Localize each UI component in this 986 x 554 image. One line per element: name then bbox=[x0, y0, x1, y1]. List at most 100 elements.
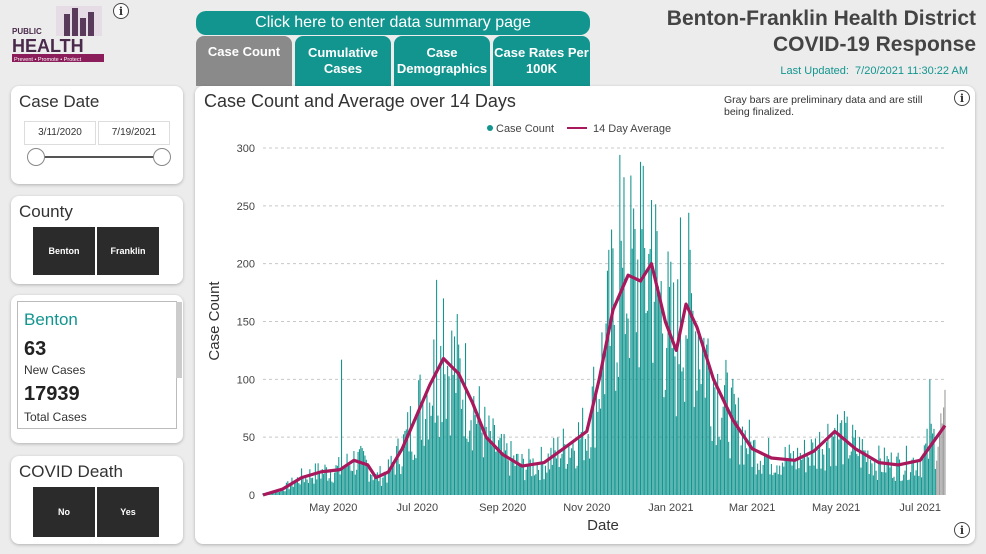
chart-footer-info-icon[interactable]: i bbox=[954, 522, 970, 538]
death-no-button[interactable]: No bbox=[33, 487, 95, 537]
case-count-bar bbox=[427, 439, 429, 495]
case-count-bar bbox=[817, 449, 819, 495]
case-count-bar bbox=[510, 441, 512, 495]
case-count-bar bbox=[518, 464, 520, 495]
y-tick-label: 100 bbox=[237, 374, 255, 386]
case-count-bar bbox=[703, 337, 705, 495]
case-count-bar bbox=[551, 464, 553, 495]
tab-case-count[interactable]: Case Count bbox=[196, 36, 292, 86]
case-count-bar bbox=[910, 472, 912, 495]
case-count-bar bbox=[770, 463, 772, 495]
county-title: County bbox=[19, 202, 73, 221]
case-count-bar bbox=[451, 330, 453, 495]
death-yes-button[interactable]: Yes bbox=[97, 487, 159, 537]
case-count-bar bbox=[441, 422, 443, 495]
case-count-bar bbox=[357, 451, 359, 495]
case-count-bar bbox=[524, 480, 526, 495]
case-count-bar bbox=[644, 248, 646, 495]
info-icon[interactable]: i bbox=[113, 3, 129, 19]
date-slider-track[interactable] bbox=[35, 156, 163, 158]
case-count-bar bbox=[562, 428, 564, 495]
case-count-bar bbox=[797, 447, 799, 495]
case-count-bar bbox=[591, 386, 593, 495]
case-count-bar bbox=[853, 437, 855, 495]
case-count-bar bbox=[528, 448, 530, 495]
y-tick-label: 250 bbox=[237, 201, 255, 213]
case-count-bar bbox=[566, 463, 569, 495]
start-date-input[interactable]: 3/11/2020 bbox=[24, 121, 96, 145]
date-slider-start-handle[interactable] bbox=[27, 148, 45, 166]
case-count-bar bbox=[933, 428, 935, 495]
case-count-bar bbox=[328, 478, 330, 495]
county-benton-button[interactable]: Benton bbox=[33, 227, 95, 275]
case-count-bar bbox=[586, 450, 588, 495]
case-count-bar bbox=[339, 474, 341, 495]
case-count-bar bbox=[543, 479, 545, 495]
date-slider-end-handle[interactable] bbox=[153, 148, 171, 166]
tab-case-rates[interactable]: Case Rates Per 100K bbox=[493, 36, 590, 86]
case-count-bar bbox=[316, 479, 318, 495]
case-count-bar bbox=[693, 406, 695, 495]
case-count-bar bbox=[846, 416, 848, 495]
case-count-bar bbox=[544, 465, 546, 495]
case-count-bar bbox=[894, 480, 896, 495]
chart-info-icon[interactable]: i bbox=[954, 90, 970, 106]
case-count-bar bbox=[390, 455, 392, 495]
case-count-bar bbox=[412, 459, 414, 495]
case-count-bar bbox=[806, 454, 808, 495]
chart-title: Case Count and Average over 14 Days bbox=[204, 91, 516, 111]
case-count-bar bbox=[515, 453, 518, 495]
case-count-bar bbox=[929, 379, 931, 495]
case-count-bar bbox=[529, 459, 531, 495]
case-count-bar bbox=[307, 482, 309, 495]
case-count-bar bbox=[743, 464, 745, 495]
case-count-bar bbox=[605, 323, 607, 495]
case-count-bar bbox=[892, 477, 894, 495]
case-date-filter: Case Date 3/11/2020 7/19/2021 bbox=[11, 86, 183, 184]
case-count-bar bbox=[291, 477, 293, 495]
case-count-bar bbox=[857, 456, 859, 495]
case-count-bar bbox=[809, 465, 811, 495]
case-count-bar bbox=[295, 480, 297, 495]
last-updated: Last Updated: 7/20/2021 11:30:22 AM bbox=[780, 65, 968, 77]
case-count-bar bbox=[504, 450, 507, 495]
case-count-bar bbox=[496, 448, 498, 495]
county-franklin-button[interactable]: Franklin bbox=[97, 227, 159, 275]
case-count-bar bbox=[456, 314, 458, 495]
tab-case-demographics[interactable]: Case Demographics bbox=[394, 36, 490, 86]
case-count-bar bbox=[579, 439, 581, 495]
case-count-bar bbox=[498, 440, 500, 495]
case-count-bar bbox=[442, 298, 445, 495]
case-count-bar bbox=[416, 410, 418, 495]
case-count-bar bbox=[790, 453, 792, 495]
x-axis-label: Date bbox=[587, 517, 619, 534]
stats-scrollbar[interactable] bbox=[176, 302, 182, 378]
tab-cumulative-cases[interactable]: Cumulative Cases bbox=[295, 36, 391, 86]
data-summary-button[interactable]: Click here to enter data summary page bbox=[196, 11, 590, 35]
case-count-bar bbox=[306, 479, 308, 495]
x-tick-label: Nov 2020 bbox=[563, 502, 610, 514]
case-count-bar bbox=[365, 459, 367, 495]
case-count-bar bbox=[763, 454, 766, 495]
case-count-bar bbox=[273, 493, 275, 495]
case-count-bar bbox=[550, 447, 552, 495]
case-count-bar bbox=[425, 419, 427, 495]
x-tick-label: May 2020 bbox=[309, 502, 357, 514]
case-count-bar bbox=[927, 458, 929, 495]
case-count-bar bbox=[819, 431, 821, 495]
case-count-bar bbox=[732, 378, 734, 495]
case-count-bar bbox=[480, 421, 482, 495]
case-count-bar bbox=[628, 358, 631, 495]
case-count-bar bbox=[799, 452, 801, 495]
case-count-bar bbox=[729, 458, 731, 495]
case-count-bar bbox=[597, 411, 599, 495]
case-count-bar bbox=[678, 364, 680, 495]
case-count-chart: 0 50 100 150 200 250 300 May 2020 Jul 2020 Sep 20… bbox=[206, 123, 947, 534]
case-count-bar bbox=[780, 474, 782, 495]
case-count-bar bbox=[521, 453, 523, 495]
case-count-bar bbox=[525, 469, 527, 495]
case-count-bar bbox=[885, 472, 887, 495]
end-date-input[interactable]: 7/19/2021 bbox=[98, 121, 170, 145]
case-count-bar bbox=[469, 430, 471, 495]
case-count-bar bbox=[317, 463, 319, 495]
